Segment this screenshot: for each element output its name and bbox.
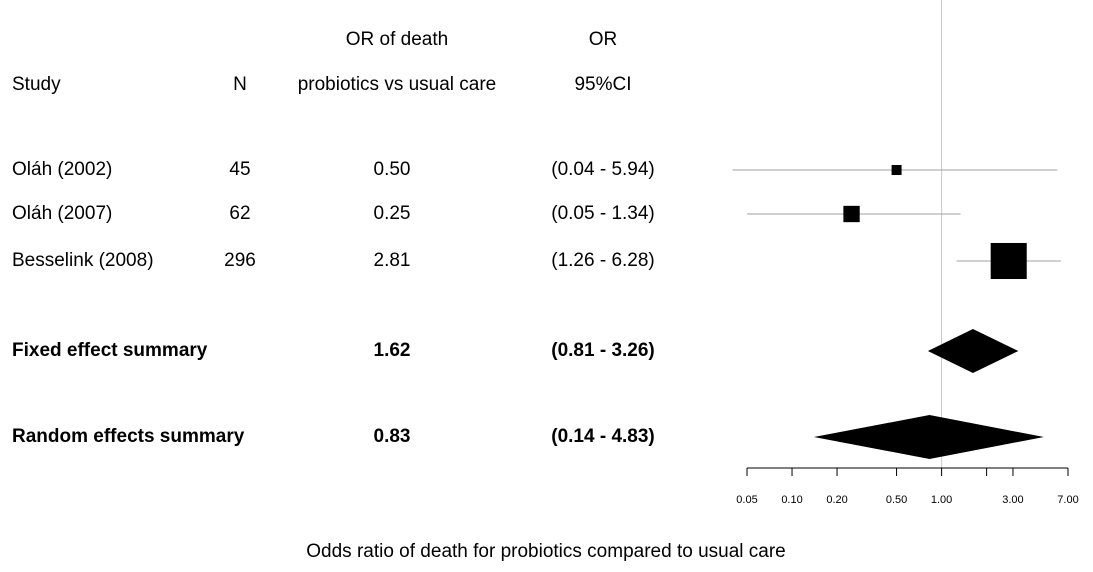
study-ci: (1.26 - 6.28) — [551, 250, 655, 271]
study-n: 62 — [229, 203, 250, 224]
study-or: 0.50 — [374, 159, 411, 180]
header-or: OR of death — [346, 29, 448, 50]
header-ci: 95%CI — [574, 74, 631, 95]
summary-ci: (0.14 - 4.83) — [551, 426, 655, 447]
study-box — [891, 165, 902, 175]
summary-ci: (0.81 - 3.26) — [551, 340, 655, 361]
x-tick-label: 0.50 — [886, 494, 907, 506]
study-box — [843, 205, 860, 223]
header-or: probiotics vs usual care — [298, 74, 497, 95]
x-tick-label: 7.00 — [1057, 494, 1078, 506]
x-tick-label: 3.00 — [1002, 494, 1023, 506]
study-box — [990, 242, 1027, 280]
header-study: Study — [12, 74, 61, 95]
x-tick-label: 0.20 — [826, 494, 847, 506]
x-tick-label: 0.05 — [736, 494, 757, 506]
study-name: Besselink (2008) — [12, 250, 154, 271]
study-name: Oláh (2002) — [12, 159, 112, 180]
study-n: 296 — [224, 250, 256, 271]
study-or: 0.25 — [374, 203, 411, 224]
study-name: Oláh (2007) — [12, 203, 112, 224]
summary-diamond — [927, 329, 1019, 373]
study-n: 45 — [229, 159, 250, 180]
study-ci: (0.05 - 1.34) — [551, 203, 655, 224]
summary-or: 1.62 — [374, 340, 411, 361]
header-n: N — [233, 74, 247, 95]
summary-name: Fixed effect summary — [12, 340, 208, 361]
summary-or: 0.83 — [374, 426, 411, 447]
x-tick-label: 1.00 — [931, 494, 952, 506]
x-tick-label: 0.10 — [781, 494, 802, 506]
summary-name: Random effects summary — [12, 426, 245, 447]
study-or: 2.81 — [374, 250, 411, 271]
study-ci: (0.04 - 5.94) — [551, 159, 655, 180]
summary-diamond — [813, 415, 1044, 459]
x-axis-title: Odds ratio of death for probiotics compa… — [306, 541, 785, 562]
header-ci: OR — [589, 29, 618, 50]
